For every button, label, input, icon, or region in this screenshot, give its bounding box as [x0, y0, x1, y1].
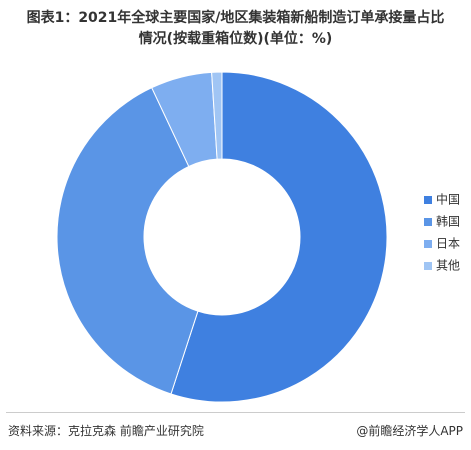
- legend-swatch: [424, 218, 432, 226]
- source: 资料来源：克拉克森 前瞻产业研究院: [8, 424, 204, 438]
- legend-swatch: [424, 262, 432, 270]
- chart-title: 图表1：2021年全球主要国家/地区集装箱新船制造订单承接量占比情况(按载重箱位…: [26, 10, 445, 47]
- donut-slice: [56, 87, 199, 395]
- legend-swatch: [424, 240, 432, 248]
- credit: @前瞻经济学人APP: [356, 424, 463, 438]
- legend-label: 中国: [436, 192, 460, 207]
- divider: [6, 412, 465, 413]
- legend-label: 其他: [436, 259, 460, 273]
- legend-swatch: [424, 196, 432, 204]
- donut-slice: [170, 71, 388, 403]
- donut-slice: [211, 71, 223, 160]
- legend-label: 日本: [436, 237, 460, 251]
- legend-label: 韩国: [436, 214, 460, 229]
